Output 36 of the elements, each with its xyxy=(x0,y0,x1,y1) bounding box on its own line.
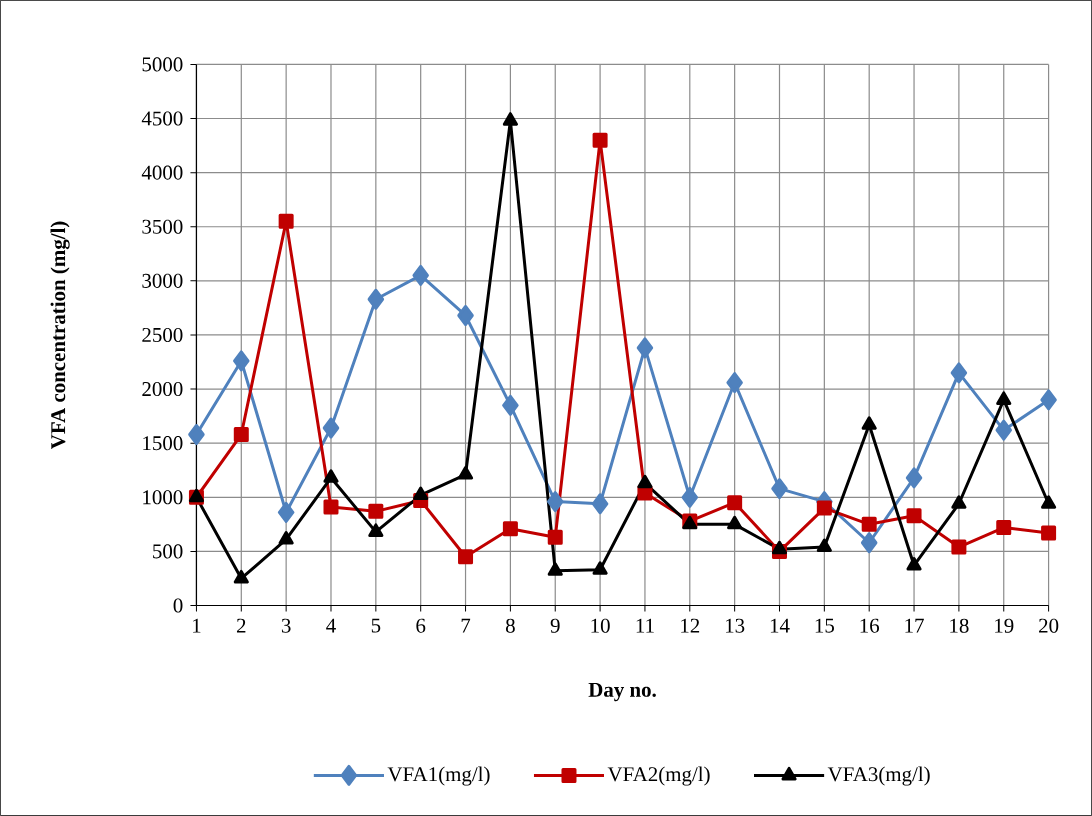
x-tick-label: 13 xyxy=(726,618,745,633)
x-tick-label: 16 xyxy=(860,618,880,633)
y-tick-label: 3000 xyxy=(142,273,183,288)
y-tick-label: 5000 xyxy=(142,57,183,72)
x-tick-label: 6 xyxy=(416,618,426,633)
legend-label: VFA2(mg/l) xyxy=(607,766,710,786)
legend-label: VFA1(mg/l) xyxy=(387,766,490,786)
y-tick-label: 4500 xyxy=(141,111,183,126)
y-tick-label: 0 xyxy=(173,598,183,613)
x-tick-label: 14 xyxy=(770,618,790,633)
x-tick-label: 1 xyxy=(193,618,201,633)
x-tick-label: 2 xyxy=(236,618,246,633)
x-tick-label: 18 xyxy=(950,618,969,633)
x-tick-label: 5 xyxy=(371,618,381,633)
x-axis-title: Day no. xyxy=(588,683,656,702)
x-tick-label: 20 xyxy=(1039,618,1059,633)
x-tick-label: 4 xyxy=(326,618,336,633)
x-tick-label: 17 xyxy=(905,618,924,633)
x-tick-label: 11 xyxy=(636,618,654,633)
y-tick-label: 3500 xyxy=(142,219,183,234)
y-tick-label: 2500 xyxy=(142,327,183,343)
y-tick-label: 500 xyxy=(153,544,183,559)
x-tick-label: 8 xyxy=(505,618,515,633)
x-tick-label: 10 xyxy=(591,618,610,633)
legend-label: VFA3(mg/l) xyxy=(827,766,930,786)
y-axis-title: VFA concentration (mg/l) xyxy=(50,221,70,450)
y-tick-label: 1500 xyxy=(143,436,183,451)
x-tick-label: 7 xyxy=(461,618,471,633)
y-tick-label: 2000 xyxy=(142,382,183,397)
x-tick-label: 9 xyxy=(550,618,560,633)
x-tick-label: 12 xyxy=(681,618,700,633)
y-tick-label: 1000 xyxy=(143,490,183,505)
x-tick-label: 19 xyxy=(995,618,1014,633)
x-tick-label: 15 xyxy=(815,618,834,633)
x-tick-label: 3 xyxy=(281,618,291,633)
y-tick-label: 4000 xyxy=(141,165,183,180)
